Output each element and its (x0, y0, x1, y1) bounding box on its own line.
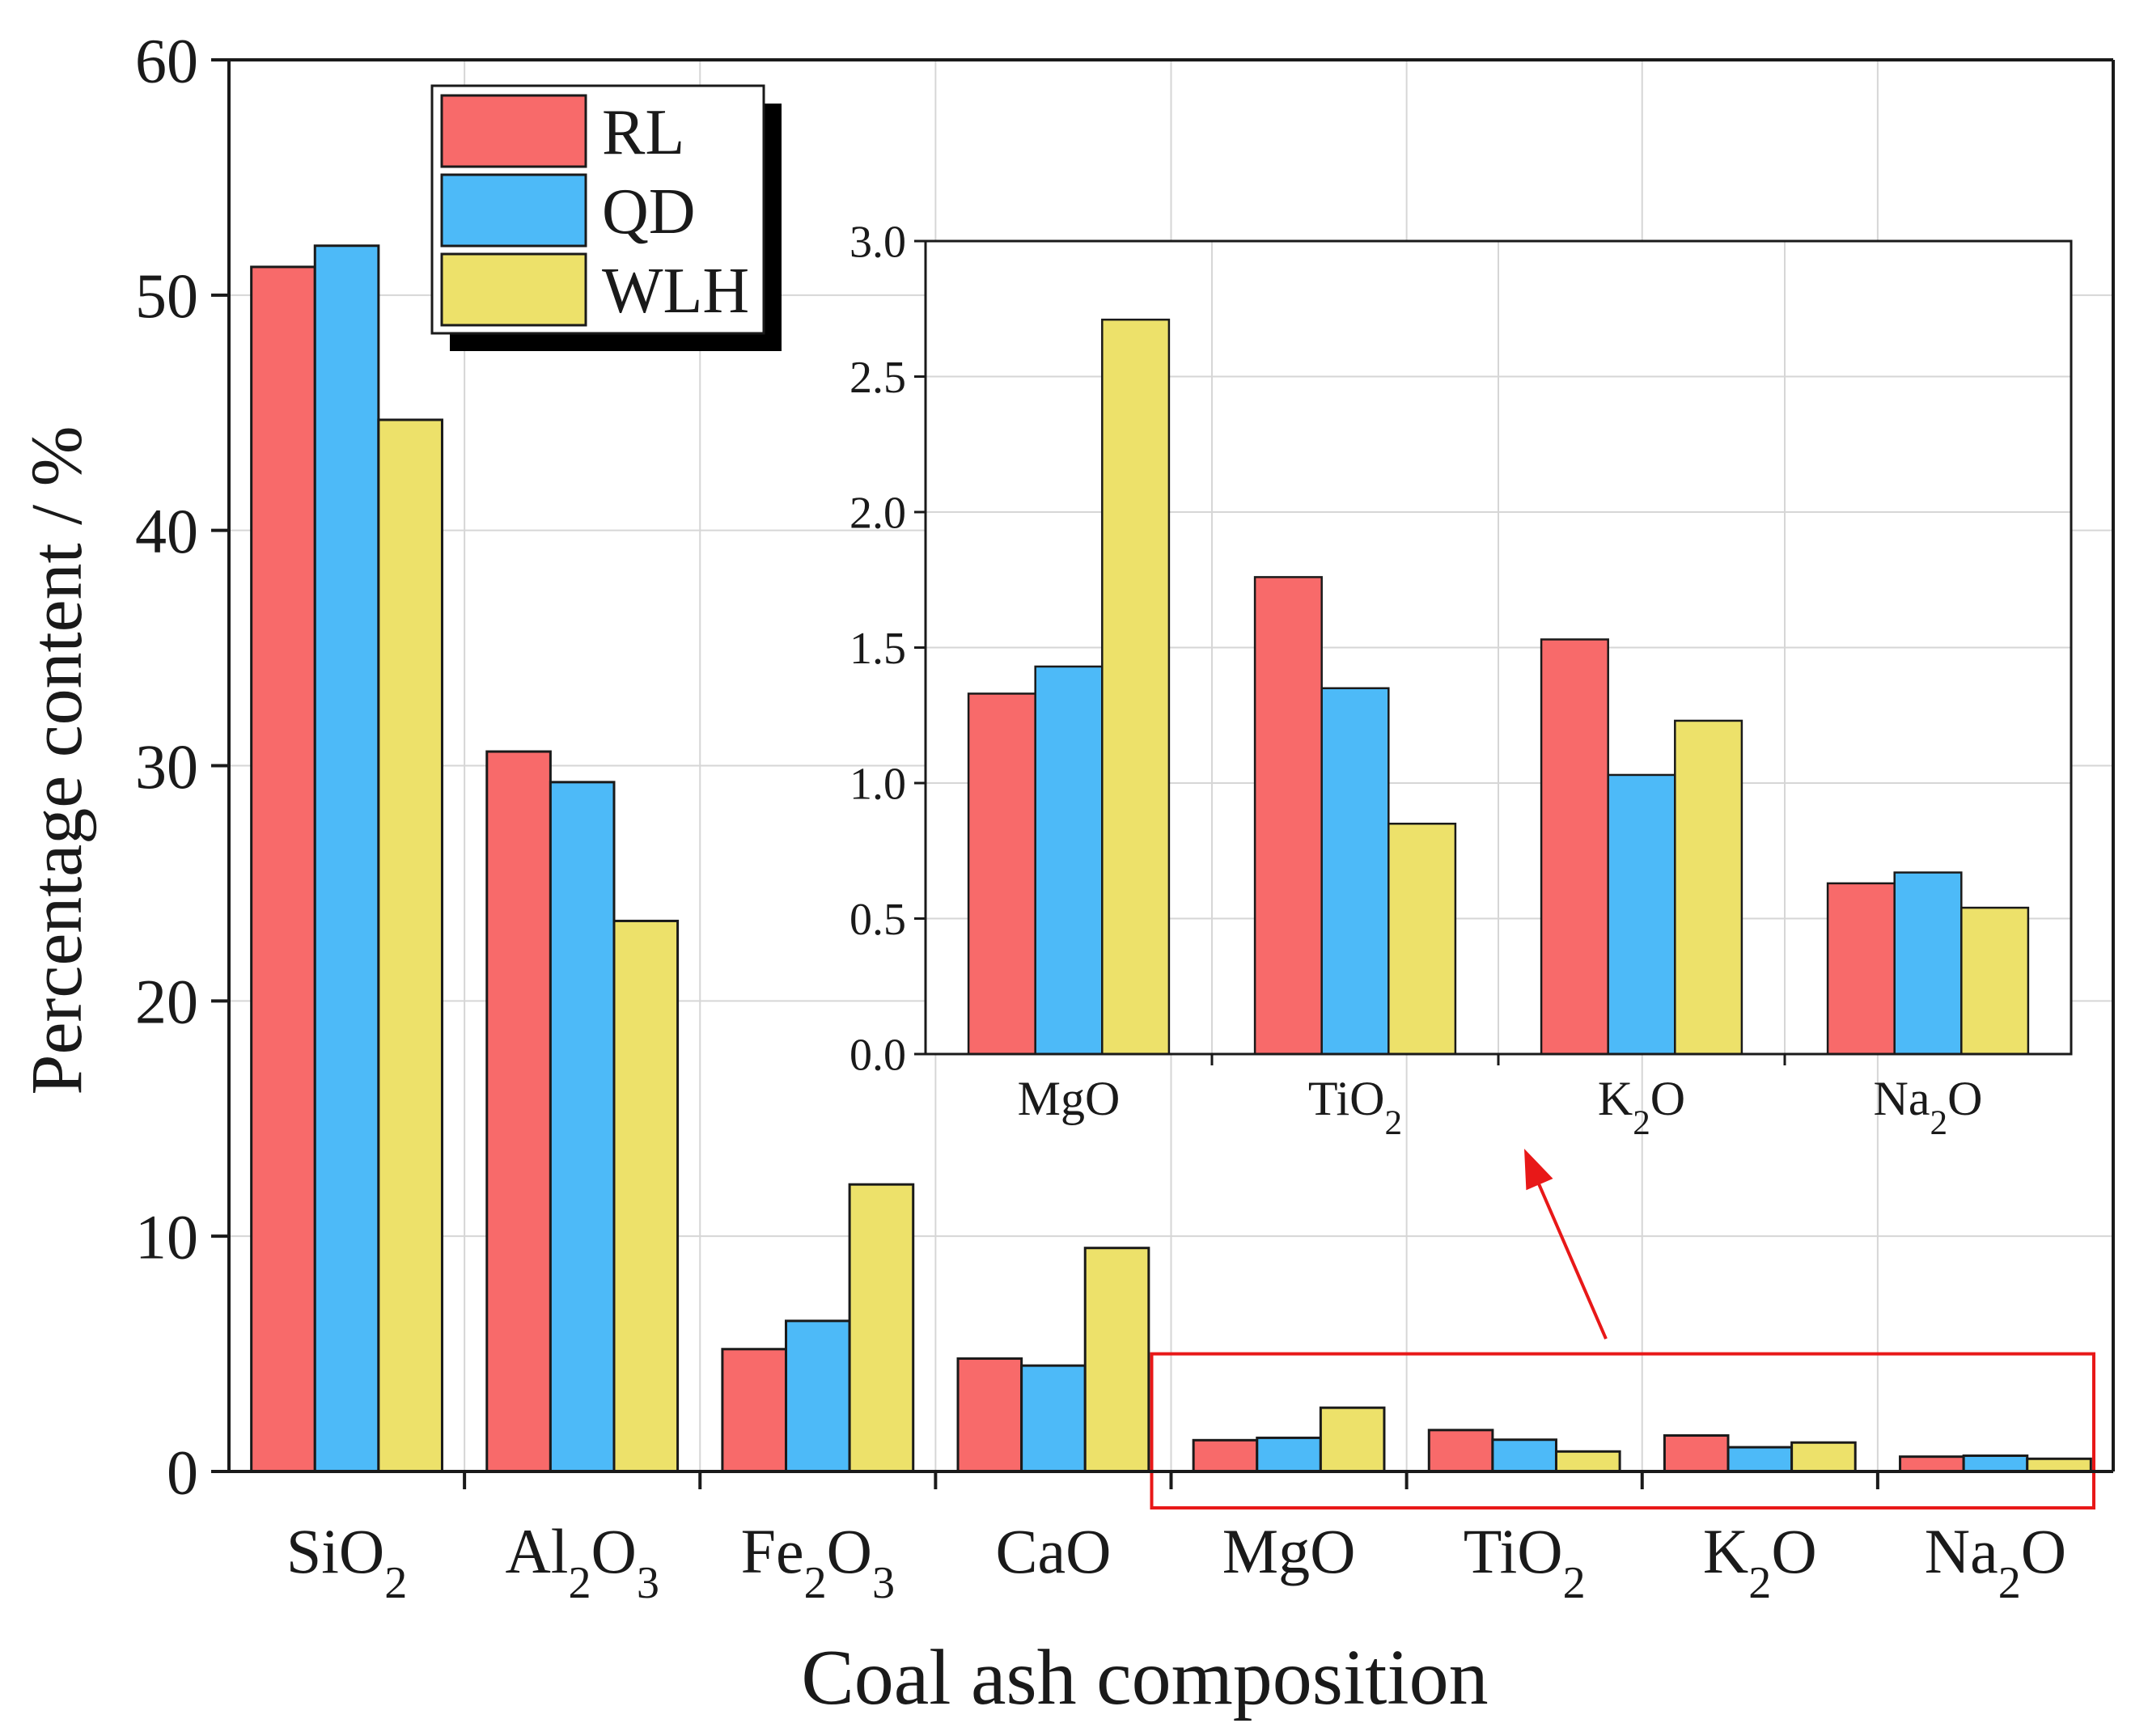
main-y-tick-label: 0 (167, 1437, 198, 1507)
inset-bar-qd-na2o (1893, 871, 1963, 1056)
main-bar-wlh-fe2o3 (848, 1183, 915, 1473)
main-x-tick-label-na2o: Na2O (1925, 1516, 2066, 1608)
main-bar-qd-k2o (1726, 1446, 1794, 1473)
highlight-layer (1150, 1149, 2095, 1510)
main-bar-wlh-cao (1083, 1247, 1150, 1473)
main-bar-group (250, 244, 2092, 1473)
inset-bar-wlh-tio2 (1388, 823, 1457, 1056)
inset-bar-rl-k2o (1540, 638, 1609, 1056)
main-bar-qd-tio2 (1491, 1438, 1557, 1473)
main-bar-rl-tio2 (1427, 1429, 1494, 1473)
inset-bar-qd-tio2 (1320, 687, 1390, 1056)
highlight-box (1150, 1352, 2095, 1510)
main-bar-wlh-al2o3 (612, 919, 680, 1473)
inset-y-tick-label: 0.5 (849, 895, 906, 945)
main-x-tick-label-k2o: K2O (1703, 1516, 1817, 1608)
main-x-tick-label-al2o3: Al2O3 (505, 1516, 659, 1608)
main-bar-rl-k2o (1663, 1434, 1730, 1473)
main-bar-qd-mgo (1256, 1436, 1322, 1473)
main-bar-rl-mgo (1192, 1438, 1259, 1473)
main-bar-qd-al2o3 (549, 781, 616, 1473)
inset-y-tick-label: 3.0 (849, 218, 906, 268)
inset-chart: 0.0 0.5 1.0 1.5 2.0 2.5 3.0 MgO TiO2 K2O Na2O (849, 218, 2073, 1142)
main-bar-wlh-k2o (1790, 1441, 1857, 1473)
inset-bar-rl-na2o (1826, 882, 1896, 1056)
main-y-tick-label: 10 (135, 1201, 198, 1272)
inset-bar-rl-tio2 (1253, 576, 1323, 1056)
inset-bar-qd-mgo (1034, 665, 1104, 1056)
axis-titles: Coal ash composition Percentage content … (17, 426, 1489, 1721)
legend-label-qd: QD (602, 176, 696, 248)
pointer-arrow-head (1524, 1149, 1553, 1191)
main-bar-rl-al2o3 (485, 750, 552, 1473)
main-bar-qd-na2o (1962, 1454, 2029, 1473)
legend-label-wlh: WLH (602, 256, 749, 327)
inset-bar-qd-k2o (1607, 773, 1676, 1056)
main-bar-wlh-mgo (1319, 1406, 1386, 1473)
main-y-tick-label: 60 (135, 25, 198, 95)
y-axis-title: Percentage content / % (17, 426, 97, 1095)
main-bar-qd-fe2o3 (785, 1319, 851, 1473)
main-y-tick-label: 30 (135, 731, 198, 802)
inset-x-tick-label-mgo: MgO (1018, 1072, 1121, 1125)
main-y-tick-label: 40 (135, 496, 198, 566)
legend-swatch-rl (440, 94, 587, 168)
inset-bar-wlh-mgo (1101, 318, 1171, 1056)
main-bar-qd-cao (1020, 1364, 1087, 1473)
main-axes: 0 10 20 30 40 50 60 SiO2 Al2O3 Fe2O3 CaO MgO TiO2 K2O… (135, 25, 2115, 1608)
main-y-tick-label: 50 (135, 260, 198, 331)
x-axis-title: Coal ash composition (801, 1634, 1488, 1721)
main-x-tick-label-tio2: TiO2 (1464, 1516, 1586, 1608)
inset-bar-rl-mgo (967, 692, 1036, 1056)
inset-y-tick-label: 1.5 (849, 624, 906, 674)
main-y-tick-label: 20 (135, 967, 198, 1037)
main-x-tick-label-fe2o3: Fe2O3 (741, 1516, 896, 1608)
legend-swatch-wlh (440, 252, 587, 327)
inset-x-tick-label-na2o: Na2O (1874, 1072, 1983, 1142)
inset-bar-group (967, 318, 2030, 1056)
main-bar-rl-fe2o3 (721, 1348, 788, 1473)
main-bar-wlh-tio2 (1554, 1450, 1621, 1473)
pointer-arrow-line (1531, 1168, 1608, 1340)
main-bar-wlh-sio2 (377, 418, 443, 1473)
inset-y-tick-label: 2.5 (849, 353, 906, 403)
legend-swatch-qd (440, 173, 587, 248)
inset-y-tick-label: 0.0 (849, 1031, 906, 1081)
legend: RL QD WLH (430, 84, 782, 351)
main-x-tick-label-sio2: SiO2 (286, 1516, 407, 1608)
inset-bar-wlh-k2o (1674, 719, 1743, 1056)
main-x-tick-label-cao: CaO (995, 1516, 1111, 1586)
inset-x-tick-label-tio2: TiO2 (1308, 1072, 1402, 1142)
main-bar-rl-sio2 (250, 265, 316, 1473)
inset-y-tick-label: 1.0 (849, 760, 906, 810)
main-bar-rl-na2o (1899, 1455, 1965, 1473)
main-bar-wlh-na2o (2026, 1457, 2092, 1473)
inset-y-tick-label: 2.0 (849, 489, 906, 539)
inset-bar-wlh-na2o (1960, 906, 2030, 1056)
main-x-tick-label-mgo: MgO (1222, 1516, 1356, 1586)
main-bar-qd-sio2 (313, 244, 380, 1473)
legend-label-rl: RL (602, 97, 684, 168)
inset-axes: 0.0 0.5 1.0 1.5 2.0 2.5 3.0 MgO TiO2 K2O Na2O (849, 218, 2073, 1142)
main-bar-rl-cao (956, 1357, 1023, 1473)
inset-x-tick-label-k2o: K2O (1598, 1072, 1685, 1142)
